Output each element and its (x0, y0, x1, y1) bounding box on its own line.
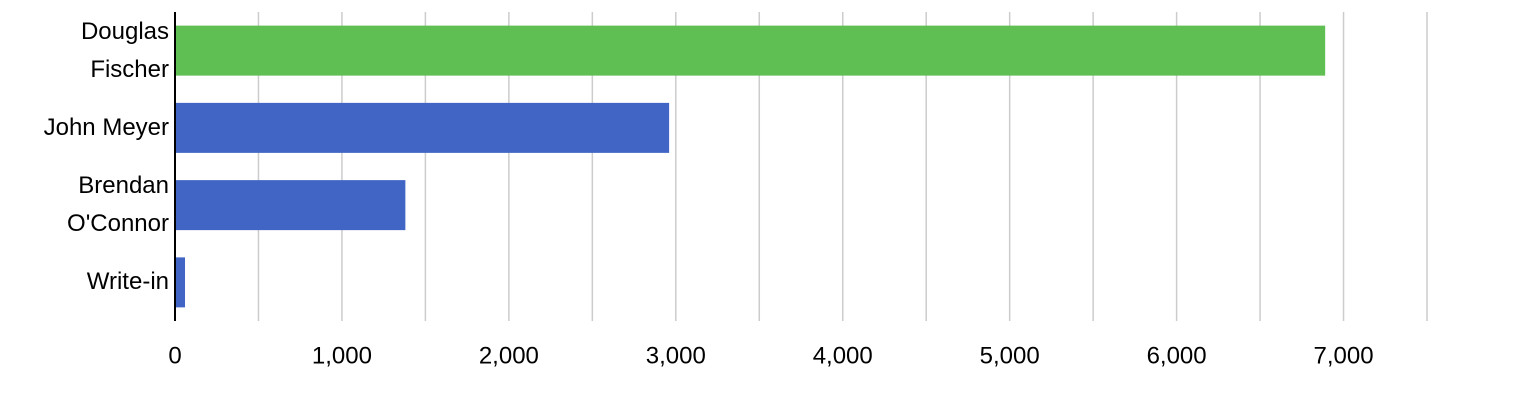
y-tick-label: John Meyer (43, 113, 169, 141)
x-tick-label: 7,000 (1314, 342, 1374, 369)
y-tick-label: Brendan O'Connor (67, 172, 169, 238)
bar (175, 25, 1326, 76)
x-tick-label: 4,000 (813, 342, 873, 369)
y-tick-label: Write-in (86, 268, 169, 296)
x-tick-label: 1,000 (312, 342, 372, 369)
x-tick-label: 0 (168, 342, 181, 369)
y-tick-label: Douglas Fischer (80, 17, 169, 83)
bar (175, 180, 406, 231)
x-tick-label: 6,000 (1147, 342, 1207, 369)
bar (175, 102, 670, 153)
bar (175, 257, 186, 308)
x-tick-label: 3,000 (646, 342, 706, 369)
x-tick-label: 5,000 (980, 342, 1040, 369)
x-tick-label: 2,000 (479, 342, 539, 369)
